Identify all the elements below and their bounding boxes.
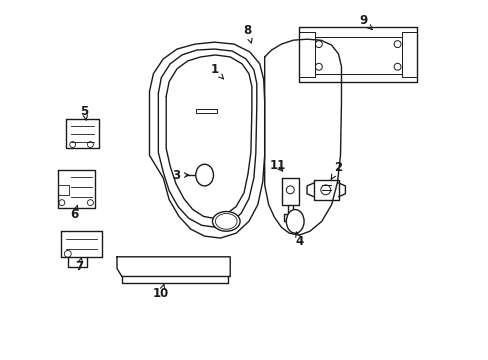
Ellipse shape (212, 212, 240, 231)
Ellipse shape (195, 164, 213, 186)
Text: 3: 3 (172, 168, 188, 181)
Text: 1: 1 (210, 63, 223, 79)
Ellipse shape (286, 210, 304, 233)
Text: 11: 11 (269, 159, 285, 172)
Text: 7: 7 (75, 257, 83, 273)
Text: 10: 10 (153, 284, 169, 300)
Text: 6: 6 (70, 205, 79, 221)
Text: 8: 8 (243, 24, 251, 43)
Text: 2: 2 (330, 161, 342, 179)
Bar (195, 109, 217, 113)
Text: 4: 4 (294, 232, 303, 248)
Ellipse shape (215, 213, 237, 229)
Text: 5: 5 (80, 105, 88, 121)
Text: 9: 9 (358, 14, 371, 30)
